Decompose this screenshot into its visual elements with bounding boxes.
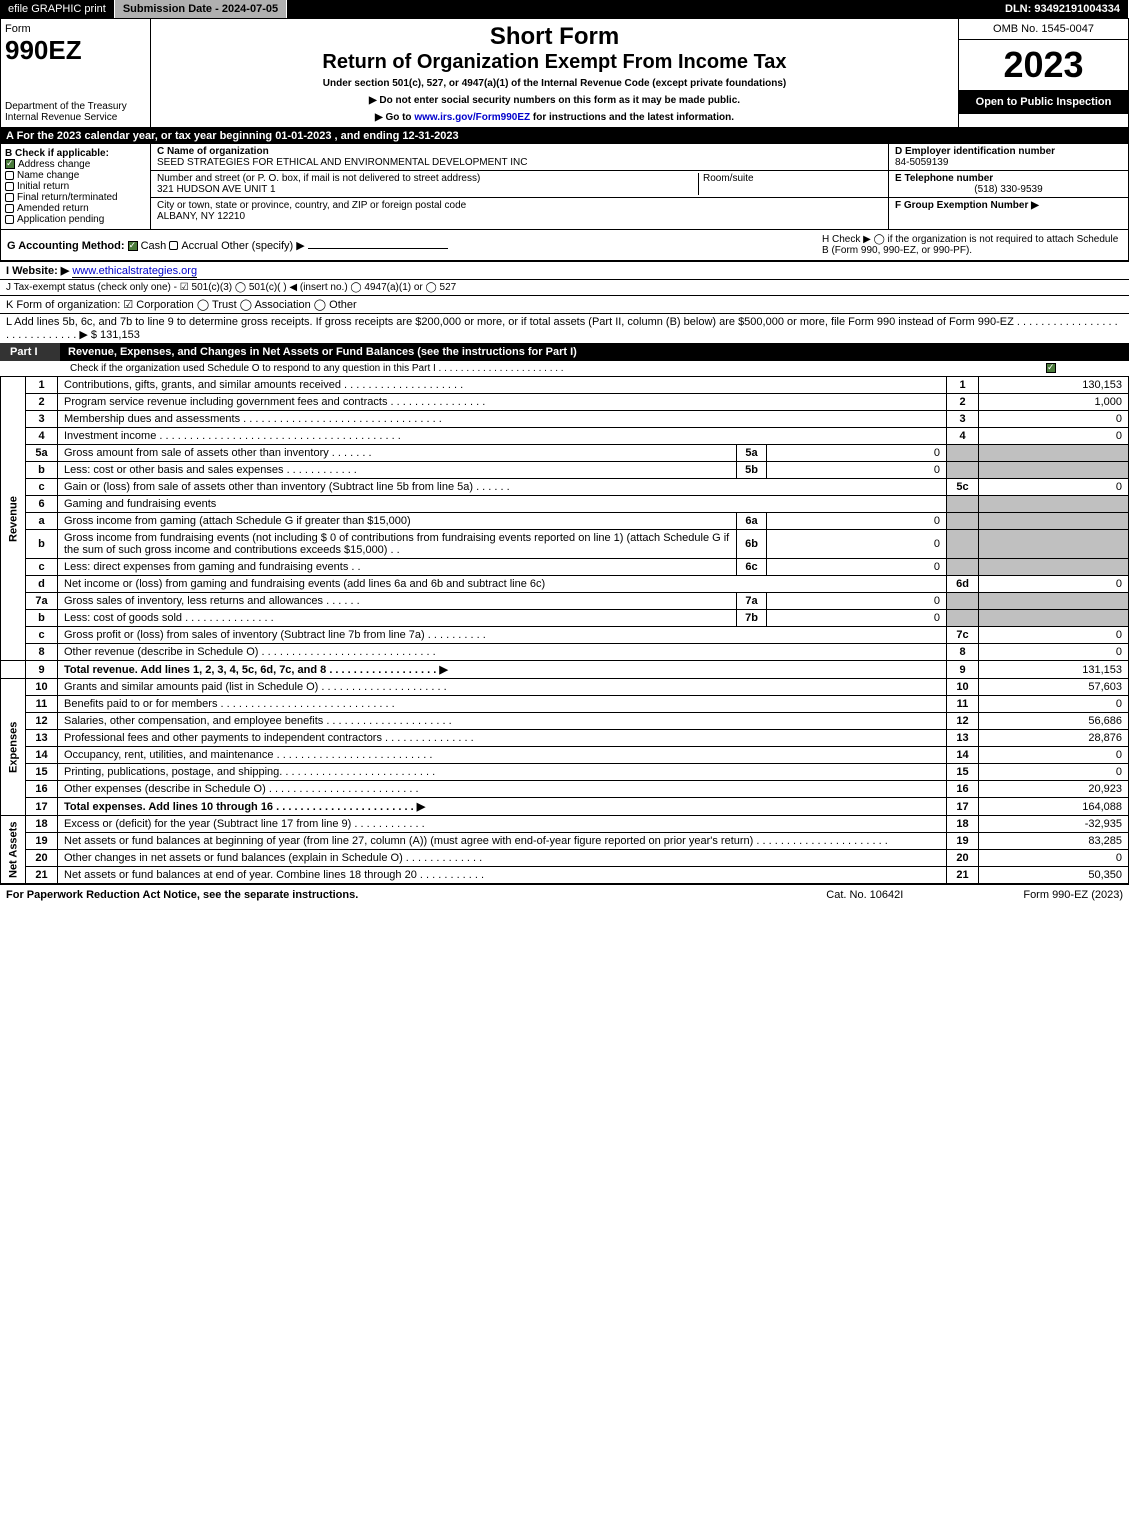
part-1-subtitle: Check if the organization used Schedule …: [0, 361, 1129, 376]
part-1-header: Part I Revenue, Expenses, and Changes in…: [0, 343, 1129, 361]
ein-value: 84-5059139: [895, 157, 1122, 168]
department-label: Department of the Treasury Internal Reve…: [5, 101, 146, 123]
form-header: Form 990EZ Department of the Treasury In…: [0, 18, 1129, 128]
revenue-section-label: Revenue: [1, 377, 26, 661]
irs-link[interactable]: www.irs.gov/Form990EZ: [414, 112, 530, 123]
part-1-label: Part I: [0, 343, 60, 361]
page-footer: For Paperwork Reduction Act Notice, see …: [0, 884, 1129, 905]
open-public-badge: Open to Public Inspection: [959, 90, 1128, 114]
paperwork-notice: For Paperwork Reduction Act Notice, see …: [6, 889, 826, 901]
section-a-calendar: A For the 2023 calendar year, or tax yea…: [0, 128, 1129, 144]
omb-number: OMB No. 1545-0047: [959, 19, 1128, 40]
accounting-method-label: G Accounting Method:: [7, 240, 125, 252]
column-c-organization: C Name of organization SEED STRATEGIES F…: [151, 144, 888, 229]
checkbox-address-change[interactable]: [5, 159, 15, 169]
catalog-number: Cat. No. 10642I: [826, 889, 903, 901]
checkbox-accrual[interactable]: [169, 241, 178, 250]
group-exemption-label: F Group Exemption Number ▶: [895, 200, 1122, 211]
revenue-expenses-table: Revenue 1Contributions, gifts, grants, a…: [0, 376, 1129, 884]
form-number: 990EZ: [5, 35, 146, 66]
column-b-checkboxes: B Check if applicable: Address change Na…: [1, 144, 151, 229]
netassets-section-label: Net Assets: [1, 816, 26, 884]
street-value: 321 HUDSON AVE UNIT 1: [157, 184, 694, 195]
line-h-schedule-b: H Check ▶ ◯ if the organization is not r…: [822, 234, 1122, 256]
phone-value: (518) 330-9539: [895, 184, 1122, 195]
ein-label: D Employer identification number: [895, 146, 1122, 157]
dln-label: DLN: 93492191004334: [997, 0, 1129, 18]
checkbox-initial-return[interactable]: [5, 182, 14, 191]
street-label: Number and street (or P. O. box, if mail…: [157, 173, 694, 184]
submission-date: Submission Date - 2024-07-05: [115, 0, 287, 18]
checkbox-cash[interactable]: [128, 241, 138, 251]
return-title: Return of Organization Exempt From Incom…: [155, 51, 954, 74]
line-l-gross-receipts: L Add lines 5b, 6c, and 7b to line 9 to …: [0, 313, 1129, 343]
line-g-h-row: G Accounting Method: Cash Accrual Other …: [0, 230, 1129, 261]
line-k-form-org: K Form of organization: ☑ Corporation ◯ …: [0, 295, 1129, 313]
col-b-title: B Check if applicable:: [5, 148, 146, 159]
website-link[interactable]: www.ethicalstrategies.org: [72, 265, 197, 278]
info-grid: B Check if applicable: Address change Na…: [0, 144, 1129, 230]
city-value: ALBANY, NY 12210: [157, 211, 466, 222]
checkbox-application-pending[interactable]: [5, 215, 14, 224]
goto-instructions: ▶ Go to www.irs.gov/Form990EZ for instru…: [155, 112, 954, 123]
short-form-title: Short Form: [155, 23, 954, 51]
org-name-label: C Name of organization: [157, 146, 882, 157]
checkbox-final-return[interactable]: [5, 193, 14, 202]
phone-label: E Telephone number: [895, 173, 1122, 184]
expenses-section-label: Expenses: [1, 679, 26, 816]
checkbox-amended-return[interactable]: [5, 204, 14, 213]
checkbox-name-change[interactable]: [5, 171, 14, 180]
org-name: SEED STRATEGIES FOR ETHICAL AND ENVIRONM…: [157, 157, 882, 168]
column-d-identifiers: D Employer identification number 84-5059…: [888, 144, 1128, 229]
form-word: Form: [5, 23, 146, 35]
part-1-title: Revenue, Expenses, and Changes in Net As…: [60, 343, 1129, 361]
no-ssn-notice: ▶ Do not enter social security numbers o…: [155, 95, 954, 106]
under-section: Under section 501(c), 527, or 4947(a)(1)…: [155, 78, 954, 89]
line-j-tax-exempt: J Tax-exempt status (check only one) - ☑…: [0, 279, 1129, 295]
checkbox-schedule-o[interactable]: [1046, 363, 1056, 373]
room-suite-label: Room/suite: [699, 173, 882, 195]
line-i-website: I Website: ▶ www.ethicalstrategies.org: [0, 261, 1129, 279]
gross-receipts-value: $ 131,153: [91, 329, 140, 341]
efile-label[interactable]: efile GRAPHIC print: [0, 0, 115, 18]
top-bar: efile GRAPHIC print Submission Date - 20…: [0, 0, 1129, 18]
form-reference: Form 990-EZ (2023): [1023, 889, 1123, 901]
city-label: City or town, state or province, country…: [157, 200, 466, 211]
tax-year: 2023: [959, 40, 1128, 90]
